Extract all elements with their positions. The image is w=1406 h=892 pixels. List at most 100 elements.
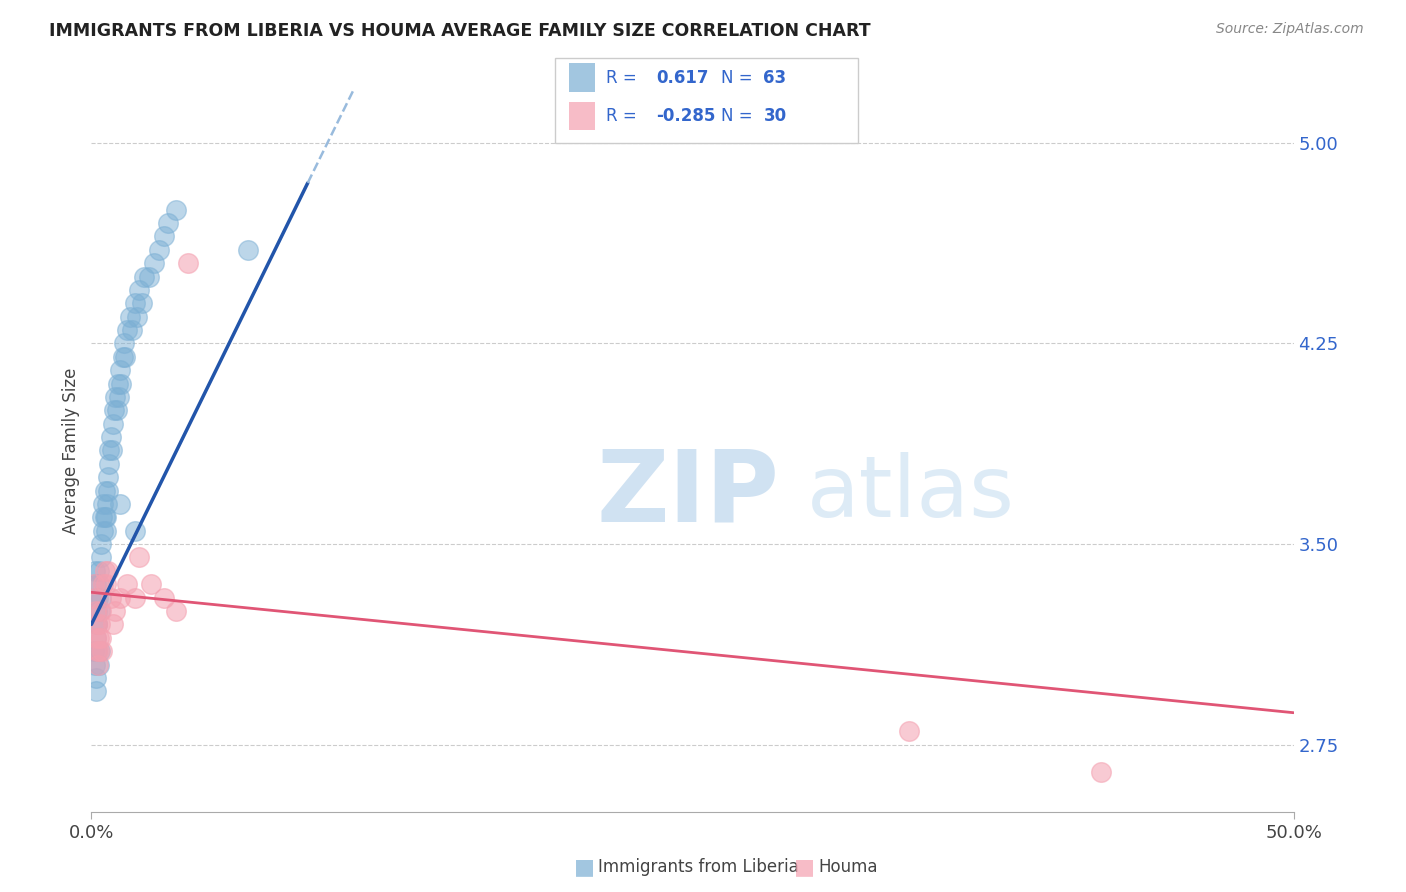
Point (87, 591, 110, 605)
Point (176, 256, 198, 270)
Point (108, 390, 131, 404)
Point (84, 631, 107, 645)
Point (110, 591, 132, 605)
Point (165, 604, 187, 618)
Text: N =: N = (721, 107, 758, 125)
Point (117, 577, 139, 591)
Point (110, 497, 132, 511)
Point (121, 323, 143, 337)
Point (94, 510, 117, 524)
Point (97, 564, 120, 578)
Point (152, 591, 174, 605)
Point (134, 269, 156, 284)
Text: 63: 63 (763, 69, 786, 87)
Point (84, 671, 107, 685)
Point (91, 510, 114, 524)
Point (87, 644, 110, 658)
Point (87, 564, 110, 578)
Point (157, 216, 180, 230)
Point (897, 724, 920, 739)
Text: Source: ZipAtlas.com: Source: ZipAtlas.com (1216, 22, 1364, 37)
Point (89, 644, 111, 658)
Point (141, 577, 163, 591)
Point (118, 310, 141, 324)
Point (101, 417, 124, 431)
Point (104, 390, 127, 404)
Point (84, 657, 107, 672)
Point (112, 336, 135, 351)
Text: R =: R = (606, 107, 643, 125)
Point (111, 350, 134, 364)
Point (87, 657, 110, 672)
Point (124, 524, 146, 538)
Text: 30: 30 (763, 107, 786, 125)
Point (110, 363, 132, 377)
Point (86, 644, 108, 658)
Point (96, 497, 118, 511)
Point (86, 617, 108, 632)
Point (84, 604, 107, 618)
Text: Immigrants from Liberia: Immigrants from Liberia (598, 858, 799, 876)
Point (103, 403, 125, 417)
Point (93, 497, 115, 511)
Point (101, 443, 124, 458)
Point (89, 604, 111, 618)
Text: ■: ■ (574, 857, 595, 877)
Point (84, 591, 107, 605)
Point (93, 564, 115, 578)
Point (90, 550, 112, 565)
Text: N =: N = (721, 69, 758, 87)
Point (138, 269, 160, 284)
Point (97, 470, 120, 484)
Text: Houma: Houma (818, 858, 877, 876)
Point (94, 577, 117, 591)
Point (84, 684, 107, 698)
Point (98, 443, 121, 458)
Point (236, 243, 259, 257)
Point (93, 483, 115, 498)
Point (93, 577, 115, 591)
Point (87, 577, 110, 591)
Point (148, 243, 170, 257)
Point (89, 591, 111, 605)
Text: 0.617: 0.617 (657, 69, 709, 87)
Point (110, 376, 132, 391)
Point (128, 283, 150, 297)
Point (83, 644, 105, 658)
Point (100, 591, 122, 605)
Text: IMMIGRANTS FROM LIBERIA VS HOUMA AVERAGE FAMILY SIZE CORRELATION CHART: IMMIGRANTS FROM LIBERIA VS HOUMA AVERAGE… (49, 22, 870, 40)
Point (83, 577, 105, 591)
Point (124, 296, 146, 310)
Point (86, 604, 108, 618)
Point (152, 229, 174, 244)
Point (86, 617, 108, 632)
Point (97, 457, 120, 471)
Point (142, 256, 165, 270)
Point (84, 591, 107, 605)
Point (86, 617, 108, 632)
Point (104, 604, 127, 618)
Point (90, 604, 112, 618)
Point (87, 631, 110, 645)
Point (86, 644, 108, 658)
Point (114, 350, 136, 364)
Point (100, 430, 122, 444)
Point (90, 537, 112, 551)
Point (84, 631, 107, 645)
Text: ZIP: ZIP (596, 445, 779, 542)
Y-axis label: Average Family Size: Average Family Size (62, 368, 80, 533)
Point (101, 617, 124, 632)
Point (94, 524, 117, 538)
Point (89, 617, 111, 632)
Point (87, 657, 110, 672)
Point (128, 550, 150, 565)
Text: atlas: atlas (807, 452, 1015, 535)
Point (125, 310, 148, 324)
Point (94, 510, 117, 524)
Point (105, 403, 128, 417)
Point (97, 483, 120, 498)
Point (117, 323, 139, 337)
Point (165, 202, 187, 217)
Point (91, 644, 114, 658)
Point (107, 376, 129, 391)
